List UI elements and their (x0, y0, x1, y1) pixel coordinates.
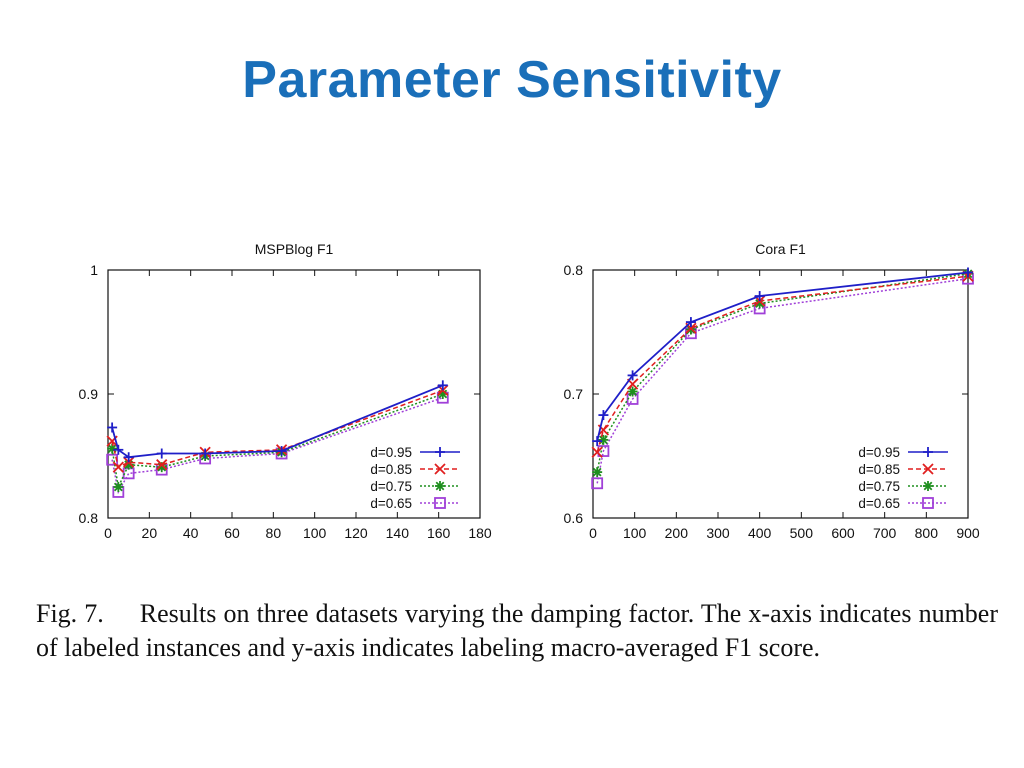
data-point (113, 444, 124, 455)
caption-label: Fig. 7. (36, 599, 104, 628)
chart-title: MSPBlog F1 (255, 241, 334, 257)
legend-marker (922, 497, 934, 509)
legend: d=0.95 d=0.85 d=0.75 d=0.65 (370, 445, 460, 511)
series-d-0-85 (591, 270, 974, 458)
data-point (963, 267, 973, 278)
figure-charts: MSPBlog F1 0 20 40 60 80 100 120 140 160 180 0.8 0.9… (79, 241, 980, 541)
legend-label: d=0.65 (858, 496, 900, 511)
data-point (591, 446, 603, 458)
y-tick-label: 0.8 (79, 510, 99, 526)
caption-text: Results on three datasets varying the da… (36, 599, 998, 662)
x-tick-label: 700 (873, 525, 897, 541)
legend-marker (435, 447, 445, 457)
y-tick-label: 0.9 (79, 386, 99, 402)
x-tick-label: 80 (266, 525, 282, 541)
legend-marker (434, 463, 446, 475)
x-tick-label: 200 (665, 525, 689, 541)
series-d-0-65 (591, 272, 974, 490)
series-d-0-95 (592, 267, 973, 447)
x-tick-label: 500 (790, 525, 814, 541)
data-point (276, 446, 287, 457)
x-tick-label: 40 (183, 525, 199, 541)
data-point (437, 380, 448, 391)
legend-label: d=0.85 (370, 462, 412, 477)
series-line (596, 271, 969, 442)
y-tick-label: 1 (90, 262, 98, 278)
x-tick-label: 140 (386, 525, 410, 541)
legend-marker (922, 463, 934, 475)
legend-label: d=0.95 (370, 445, 412, 460)
legend-label: d=0.75 (370, 479, 412, 494)
legend-label: d=0.85 (858, 462, 900, 477)
chart-title: Cora F1 (755, 241, 806, 257)
x-tick-label: 100 (303, 525, 327, 541)
data-point (113, 482, 124, 492)
data-point (200, 448, 211, 459)
x-tick-label: 120 (344, 525, 368, 541)
data-point (598, 410, 609, 421)
data-point (591, 477, 604, 490)
slide-title: Parameter Sensitivity (242, 51, 782, 109)
data-point (156, 448, 167, 459)
series-d-0-95 (107, 380, 448, 463)
x-tick-label: 20 (142, 525, 158, 541)
x-tick-label: 0 (104, 525, 112, 541)
y-tick-label: 0.8 (564, 262, 584, 278)
series-line (596, 272, 969, 473)
x-tick-label: 300 (706, 525, 730, 541)
series-line (596, 277, 969, 484)
data-point (754, 291, 765, 302)
y-tick-label: 0.6 (564, 510, 584, 526)
legend-marker (923, 481, 933, 491)
x-tick-label: 60 (224, 525, 240, 541)
data-point (685, 317, 696, 328)
x-tick-label: 100 (623, 525, 647, 541)
legend-marker (923, 447, 933, 457)
x-tick-label: 180 (468, 525, 492, 541)
plot-frame (107, 269, 481, 519)
legend-label: d=0.95 (858, 445, 900, 460)
data-point (123, 452, 134, 463)
legend: d=0.95 d=0.85 d=0.75 d=0.65 (858, 445, 948, 511)
y-tick-label: 0.7 (564, 386, 584, 402)
legend-label: d=0.75 (858, 479, 900, 494)
x-tick-label: 160 (427, 525, 451, 541)
data-point (112, 461, 124, 473)
legend-label: d=0.65 (370, 496, 412, 511)
plot-frame (592, 269, 969, 519)
data-point (592, 436, 603, 447)
x-tick-label: 600 (831, 525, 855, 541)
data-point (107, 422, 118, 433)
chart-panel-2: Cora F1 0 100 200 300 400 500 600 700 800 900 0.6 0.… (564, 241, 980, 541)
series-d-0-75 (592, 268, 973, 478)
legend-marker (434, 497, 446, 509)
data-point (592, 467, 603, 478)
x-tick-label: 900 (956, 525, 980, 541)
data-point (156, 459, 168, 471)
x-tick-label: 400 (748, 525, 772, 541)
data-point (627, 370, 638, 381)
figure-caption: Fig. 7. Results on three datasets varying… (36, 597, 998, 665)
x-tick-label: 0 (589, 525, 597, 541)
chart-panel-1: MSPBlog F1 0 20 40 60 80 100 120 140 160 180 0.8 0.9… (79, 241, 492, 541)
x-tick-label: 800 (915, 525, 939, 541)
series-line (596, 275, 969, 453)
legend-marker (435, 481, 445, 491)
